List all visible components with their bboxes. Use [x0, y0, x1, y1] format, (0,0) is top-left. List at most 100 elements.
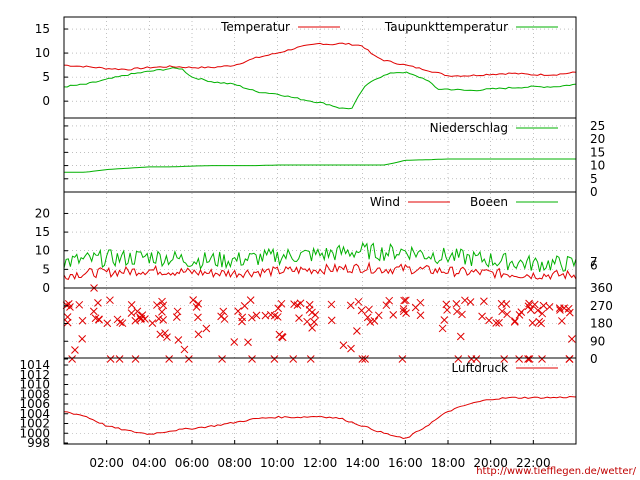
legends: Temperatur Taupunkttemperatur Niederschlag…	[220, 20, 558, 375]
wind-direction-point	[163, 333, 171, 342]
wind-direction-point	[261, 311, 270, 320]
wind-direction-point	[230, 338, 239, 346]
y-tick-label-right: 15	[590, 145, 605, 159]
y-tick-label: 1010	[19, 378, 50, 392]
wind-direction-point	[560, 304, 569, 312]
legend-label: Temperatur	[220, 20, 290, 34]
y-tick-label: 5	[42, 70, 50, 84]
wind-direction-point	[385, 296, 394, 305]
wind-direction-point	[194, 299, 202, 308]
wind-direction-point	[565, 355, 574, 363]
wind-direction-point	[466, 298, 475, 306]
wind-direction-point	[161, 329, 169, 337]
wind-direction-point	[389, 310, 398, 319]
y-tick-label: 0	[42, 281, 50, 295]
y-tick-label-right: 6	[590, 259, 598, 273]
y-tick-label: 1008	[19, 387, 50, 401]
wind-direction-point	[374, 311, 383, 320]
wind-direction-point	[526, 305, 535, 314]
wind-direction-point	[106, 355, 115, 363]
wind-direction-point	[138, 311, 147, 319]
wind-direction-point	[365, 305, 373, 314]
wind-direction-point	[156, 330, 165, 339]
legend-label: Wind	[370, 195, 400, 209]
wind-direction-point	[106, 296, 114, 305]
wind-direction-point	[159, 301, 168, 310]
wind-direction-point	[240, 302, 249, 310]
wind-direction-point	[238, 317, 246, 326]
wind-direction-point	[94, 298, 102, 307]
wind-direction-point	[133, 307, 142, 316]
wind-direction-point	[303, 317, 311, 326]
wind-direction-point	[402, 309, 410, 318]
wind-direction-point	[165, 355, 174, 363]
footer-url: http://www.tiefflegen.de/wetter/	[476, 466, 636, 477]
wind-direction-point	[363, 313, 372, 322]
y-tick-label: 998	[27, 436, 50, 450]
panel-frames	[63, 16, 577, 445]
legend-label: Taupunkttemperatur	[384, 20, 508, 34]
x-tick-label: 14:00	[345, 456, 380, 470]
wind-direction-point	[358, 355, 367, 363]
x-tick-label: 22:00	[516, 456, 551, 470]
wind-direction-point	[78, 334, 87, 343]
wind-direction-point	[478, 312, 486, 321]
wind-direction-point	[497, 299, 506, 308]
wind-direction-point	[244, 338, 252, 347]
wind-direction-point	[452, 300, 461, 308]
wind-direction-point	[361, 355, 369, 363]
y-tick-label: 1014	[19, 358, 50, 372]
wind-direction-point	[401, 296, 410, 305]
wind-direction-point	[347, 344, 355, 353]
y-tick-label: 1000	[19, 426, 50, 440]
wind-direction-point	[246, 296, 255, 304]
series-line-temperatur	[63, 42, 577, 77]
wind-direction-point	[528, 319, 537, 327]
wind-direction-point	[400, 296, 408, 305]
y-tick-label: 0	[42, 94, 50, 108]
y-tick-label: 15	[35, 225, 50, 239]
wind-direction-point	[148, 319, 157, 327]
wind-direction-point	[220, 315, 229, 323]
x-tick-label: 10:00	[260, 456, 295, 470]
wind-direction-point	[194, 313, 202, 322]
y-tick-label: 5	[42, 262, 50, 276]
wind-direction-point	[194, 330, 203, 339]
wind-direction-point	[353, 327, 361, 335]
wind-direction-point	[153, 301, 161, 309]
y-tick-label-right: 20	[590, 132, 605, 146]
x-tick-label: 20:00	[473, 456, 508, 470]
y-tick-label-right: 10	[590, 159, 605, 173]
wind-direction-point	[63, 318, 72, 327]
tick-labels: 02:00 04:00 06:00 08:00 10:00 12:00 14:00 16:00…	[19, 22, 612, 470]
wind-direction-point	[458, 310, 466, 319]
wind-direction-point	[525, 355, 534, 363]
wind-direction-point	[115, 355, 124, 363]
wind-direction-point	[517, 308, 526, 316]
wind-direction-point	[234, 307, 242, 315]
wind-direction-point	[308, 324, 316, 332]
series-layer	[62, 42, 577, 440]
wind-direction-point	[91, 314, 100, 323]
wind-direction-point	[503, 310, 512, 319]
wind-direction-point	[524, 355, 532, 363]
wind-direction-point	[306, 355, 315, 363]
y-tick-label: 1012	[19, 368, 50, 382]
wind-direction-point	[485, 316, 493, 325]
wind-direction-point	[63, 313, 72, 321]
wind-direction-point	[545, 303, 554, 311]
wind-direction-point	[515, 355, 523, 363]
wind-direction-point	[89, 307, 98, 316]
x-tick-label: 06:00	[175, 456, 210, 470]
wind-direction-point	[71, 346, 79, 354]
wind-direction-point	[158, 308, 166, 316]
series-line-wind	[63, 261, 577, 281]
wind-direction-point	[339, 341, 348, 350]
wind-direction-point	[461, 296, 469, 305]
x-tick-label: 04:00	[132, 456, 167, 470]
y-tick-label: 1004	[19, 407, 50, 421]
x-tick-label: 18:00	[431, 456, 466, 470]
wind-direction-point	[411, 303, 420, 312]
wind-direction-point	[136, 315, 145, 323]
